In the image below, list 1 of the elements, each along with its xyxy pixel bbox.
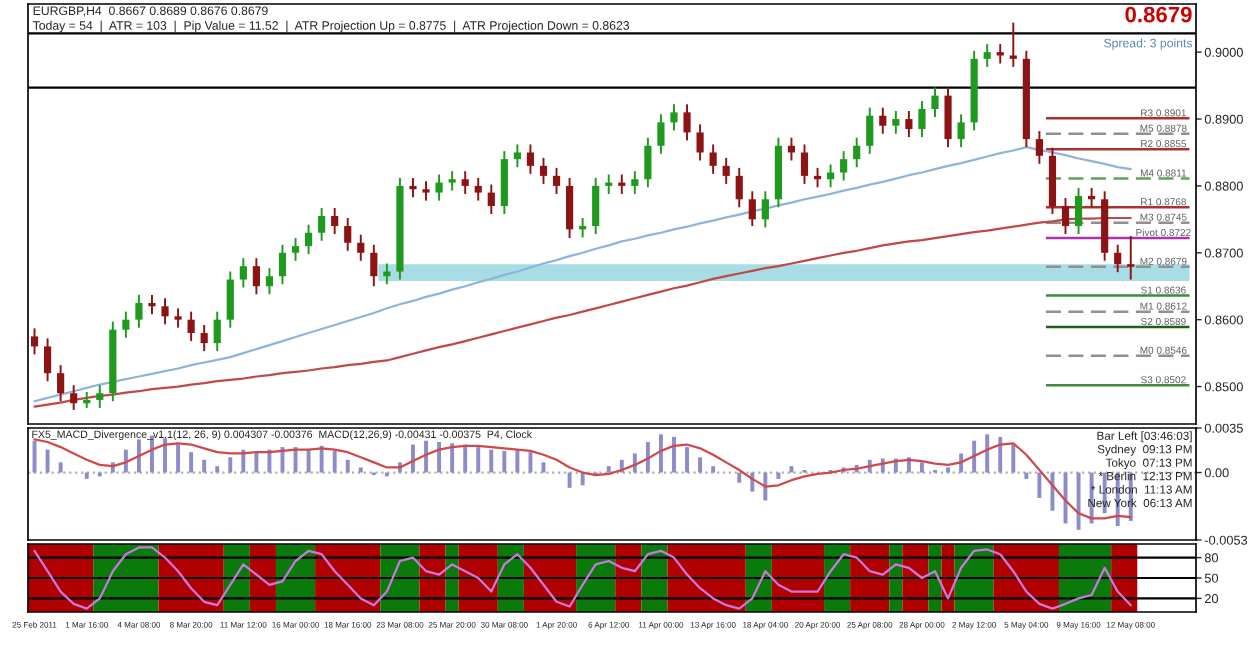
annotation: 0.8679 xyxy=(1125,6,1192,23)
